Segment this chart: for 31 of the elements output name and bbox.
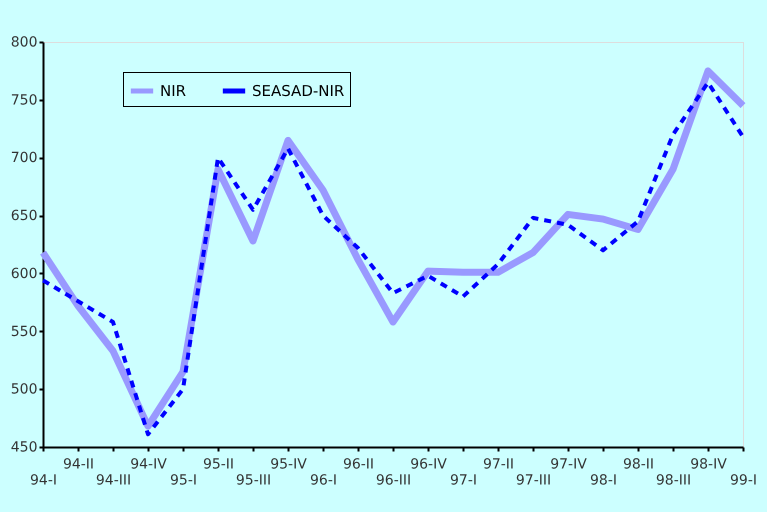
y-tick-label: 700 <box>10 150 38 166</box>
x-tick-label: 98-III <box>656 472 692 488</box>
x-tick-label: 96-II <box>342 456 374 472</box>
x-tick-label: 98-II <box>622 456 654 472</box>
x-tick-label: 94-II <box>62 456 94 472</box>
x-tick-label: 97-IV <box>550 456 588 472</box>
y-tick-label: 650 <box>10 208 38 224</box>
legend-label: SEASAD-NIR <box>252 82 344 100</box>
x-tick-label: 99-I <box>730 472 757 488</box>
x-tick-label: 98-IV <box>690 456 728 472</box>
y-tick-label: 500 <box>10 382 38 398</box>
x-tick-label: 94-IV <box>130 456 168 472</box>
x-tick-label: 98-I <box>590 472 617 488</box>
x-tick-label: 95-IV <box>270 456 308 472</box>
y-tick-label: 750 <box>10 92 38 108</box>
x-tick-label: 96-I <box>310 472 337 488</box>
y-tick-label: 450 <box>10 440 38 456</box>
x-tick-label: 95-I <box>170 472 197 488</box>
x-tick-label: 94-III <box>96 472 132 488</box>
x-tick-label: 94-I <box>30 472 57 488</box>
y-tick-label: 550 <box>10 324 38 340</box>
x-tick-label: 97-I <box>450 472 477 488</box>
legend-label: NIR <box>160 82 186 100</box>
x-tick-label: 96-IV <box>410 456 448 472</box>
x-tick-label: 95-II <box>202 456 234 472</box>
x-tick-label: 97-III <box>516 472 552 488</box>
x-tick-label: 95-III <box>236 472 272 488</box>
y-tick-label: 600 <box>10 266 38 282</box>
x-tick-label: 96-III <box>376 472 412 488</box>
x-tick-label: 97-II <box>482 456 514 472</box>
y-tick-label: 800 <box>10 34 38 50</box>
